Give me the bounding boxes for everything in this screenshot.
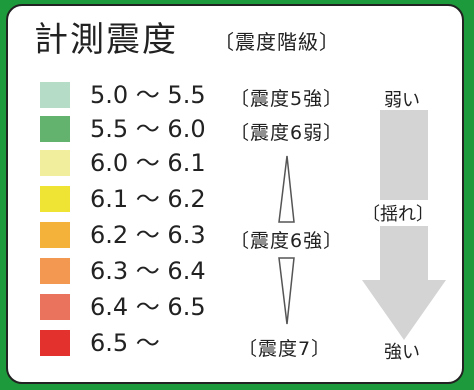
color-swatch (40, 294, 70, 320)
range-down-triangle (278, 257, 295, 325)
range-label: 5.5 〜 6.0 (90, 115, 206, 143)
range-label: 6.4 〜 6.5 (90, 293, 206, 321)
strong-label: 強い (384, 342, 420, 363)
level-7: 〔震度7〕 (238, 338, 332, 360)
range-up-triangle (278, 155, 295, 223)
color-swatch (40, 150, 70, 176)
color-swatch (40, 258, 70, 284)
color-swatch (40, 82, 70, 108)
legend-subtitle: 〔震度階級〕 (214, 30, 340, 54)
range-label: 6.5 〜 (90, 329, 160, 357)
range-label: 5.0 〜 5.5 (90, 81, 206, 109)
level-6-strong: 〔震度6強〕 (230, 230, 344, 252)
range-label: 6.0 〜 6.1 (90, 149, 206, 177)
color-swatch (40, 186, 70, 212)
range-label: 6.2 〜 6.3 (90, 221, 206, 249)
level-5-strong: 〔震度5強〕 (230, 88, 344, 110)
weak-label: 弱い (384, 90, 420, 111)
color-swatch (40, 116, 70, 142)
range-label: 6.1 〜 6.2 (90, 185, 206, 213)
color-swatch (40, 222, 70, 248)
range-label: 6.3 〜 6.4 (90, 257, 206, 285)
legend-title: 計測震度 (34, 20, 178, 60)
level-6-weak: 〔震度6弱〕 (230, 122, 344, 144)
shaking-label: 〔揺れ〕 (362, 200, 434, 226)
color-swatch (40, 330, 70, 356)
